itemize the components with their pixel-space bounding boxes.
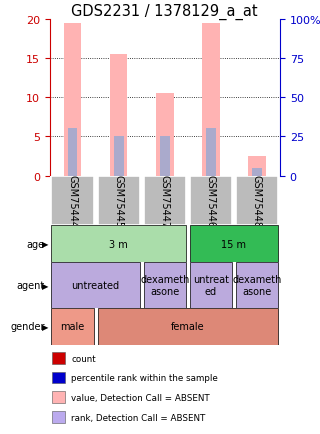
Text: untreated: untreated <box>72 280 120 290</box>
Text: count: count <box>71 354 96 363</box>
Bar <box>160 137 170 176</box>
Bar <box>190 226 278 263</box>
Text: agent: agent <box>17 280 45 290</box>
Text: dexameth
asone: dexameth asone <box>232 275 282 296</box>
Text: ▶: ▶ <box>42 322 48 331</box>
Bar <box>52 308 94 345</box>
Bar <box>52 391 65 403</box>
Bar <box>52 176 94 226</box>
Text: 15 m: 15 m <box>221 239 246 249</box>
Bar <box>206 129 216 176</box>
Bar <box>98 176 140 226</box>
Bar <box>68 129 77 176</box>
Text: rank, Detection Call = ABSENT: rank, Detection Call = ABSENT <box>71 413 206 421</box>
Text: female: female <box>171 322 205 332</box>
Bar <box>98 308 278 345</box>
Text: 3 m: 3 m <box>109 239 128 249</box>
Text: dexameth
asone: dexameth asone <box>140 275 189 296</box>
Bar <box>52 352 65 364</box>
Text: GSM75448: GSM75448 <box>252 174 262 227</box>
Bar <box>52 372 65 383</box>
Bar <box>190 263 232 308</box>
Bar <box>190 176 232 226</box>
Bar <box>236 176 278 226</box>
Text: ▶: ▶ <box>42 240 48 249</box>
Bar <box>202 23 220 176</box>
Bar <box>248 157 266 176</box>
Bar <box>156 94 173 176</box>
Text: gender: gender <box>10 322 45 332</box>
Text: ▶: ▶ <box>42 281 48 290</box>
Text: GSM75446: GSM75446 <box>206 174 216 227</box>
Text: GSM75445: GSM75445 <box>114 174 124 227</box>
Bar <box>114 137 124 176</box>
Bar <box>252 168 262 176</box>
Text: age: age <box>27 239 45 249</box>
Bar <box>52 226 186 263</box>
Bar <box>144 176 186 226</box>
Bar <box>52 263 140 308</box>
Text: value, Detection Call = ABSENT: value, Detection Call = ABSENT <box>71 393 210 402</box>
Text: untreat
ed: untreat ed <box>193 275 229 296</box>
Bar <box>52 411 65 423</box>
Text: GSM75447: GSM75447 <box>160 174 170 227</box>
Text: male: male <box>60 322 85 332</box>
Text: percentile rank within the sample: percentile rank within the sample <box>71 373 218 382</box>
Bar <box>144 263 186 308</box>
Title: GDS2231 / 1378129_a_at: GDS2231 / 1378129_a_at <box>71 3 258 20</box>
Bar <box>110 55 127 176</box>
Text: GSM75444: GSM75444 <box>68 174 78 227</box>
Bar <box>64 23 81 176</box>
Bar <box>236 263 278 308</box>
